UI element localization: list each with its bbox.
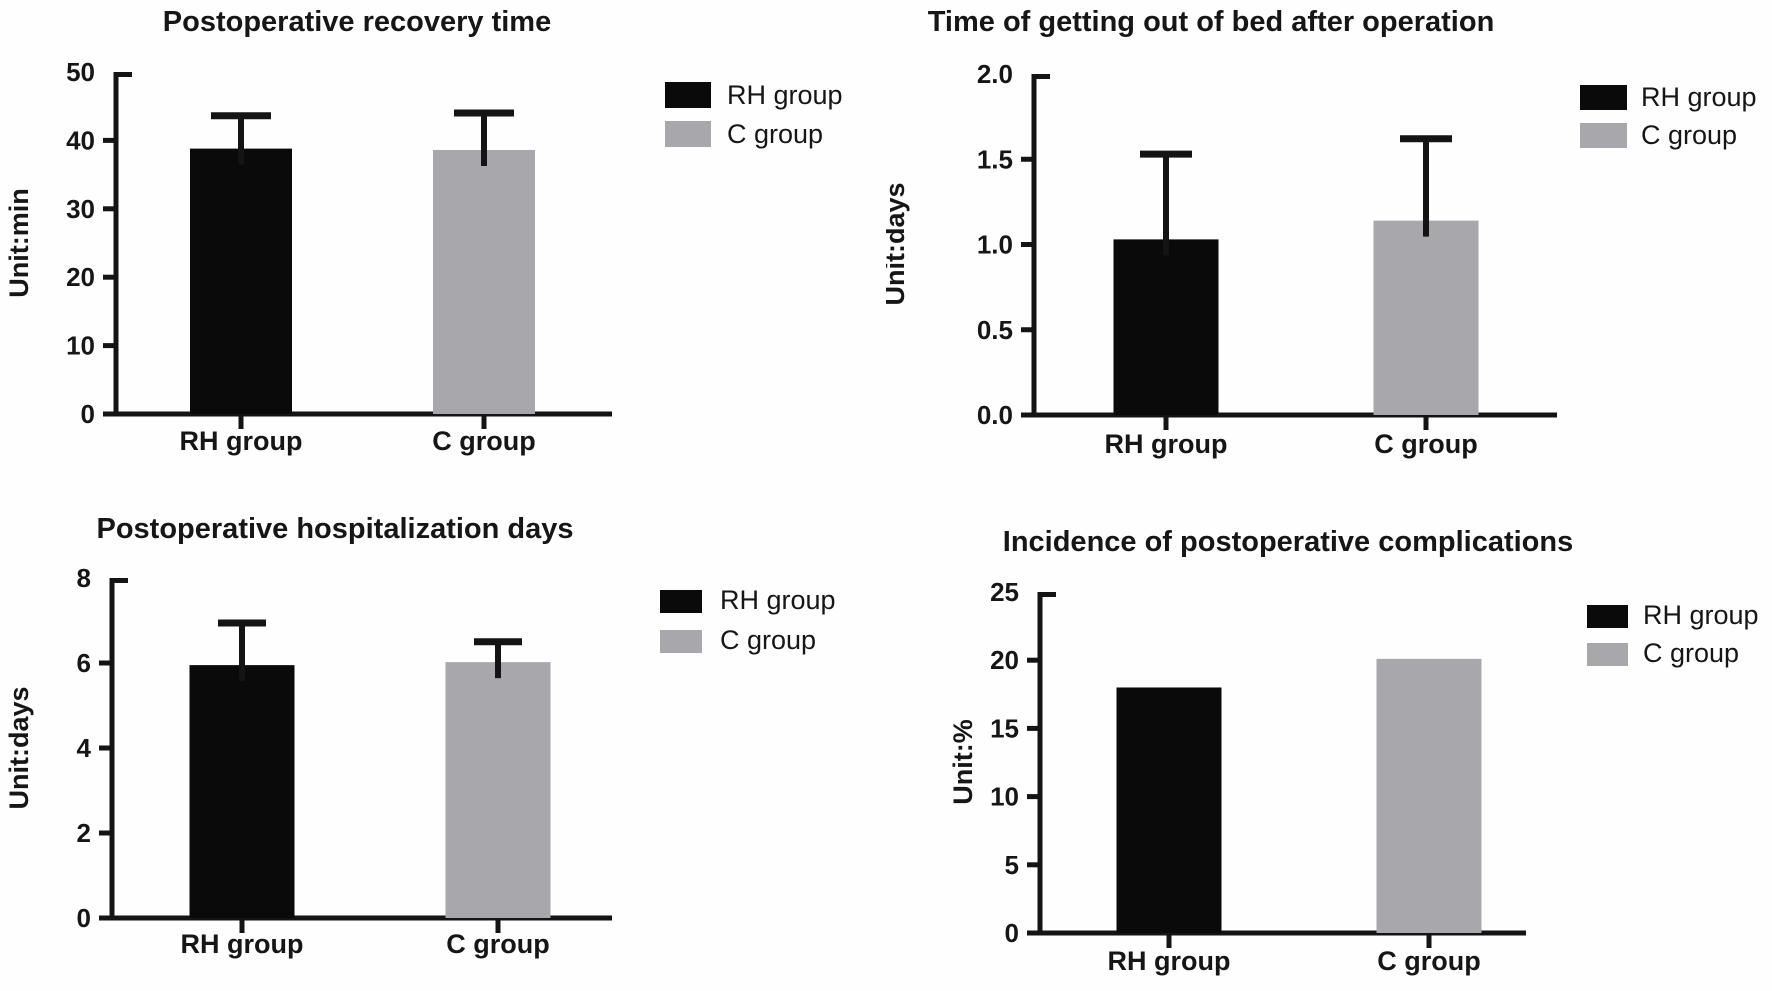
y-tick-label: 2.0 [977, 59, 1013, 89]
legend-swatch-c-group [665, 121, 711, 147]
chart-canvas-incidence-of-postoperative-complications: Incidence of postoperative complications… [948, 526, 1759, 976]
chart-title: Postoperative hospitalization days [97, 513, 574, 545]
y-tick-label: 5 [1005, 850, 1019, 880]
y-tick-label: 15 [990, 713, 1019, 743]
chart-postoperative-hospitalization-days: Postoperative hospitalization days Unit:d… [0, 470, 886, 991]
chart-incidence-of-postoperative-complications: Incidence of postoperative complications… [886, 470, 1772, 991]
legend-label-c-group: C group [1643, 638, 1739, 668]
legend-label-c-group: C group [727, 119, 823, 149]
x-tick-label-c-group: C group [432, 426, 535, 456]
y-tick-label: 0.5 [977, 315, 1013, 345]
bar-c-group [433, 149, 535, 414]
legend-swatch-rh-group [1580, 85, 1627, 110]
legend-label-rh-group: RH group [720, 585, 836, 615]
chart-time-of-getting-out-of-bed-after-operation: Time of getting out of bed after operati… [886, 0, 1772, 470]
y-tick-label: 4 [77, 733, 92, 763]
x-tick-label-c-group: C group [1377, 946, 1480, 976]
legend-label-c-group: C group [1641, 120, 1737, 150]
y-tick-label: 30 [66, 194, 95, 224]
x-tick-label-rh-group: RH group [181, 929, 304, 959]
y-tick-label: 20 [990, 645, 1019, 675]
y-tick-label: 50 [66, 57, 95, 87]
x-tick-label-rh-group: RH group [1105, 429, 1228, 459]
legend-swatch-c-group [660, 630, 702, 653]
y-tick-label: 10 [990, 782, 1019, 812]
chart-title: Time of getting out of bed after operati… [928, 6, 1495, 38]
bar-c-group [445, 662, 551, 918]
legend-swatch-rh-group [665, 82, 711, 108]
y-tick-label: 10 [66, 331, 95, 361]
legend-label-rh-group: RH group [1641, 82, 1757, 112]
y-tick-label: 0 [77, 903, 91, 933]
legend-swatch-rh-group [1587, 605, 1628, 628]
y-tick-label: 20 [66, 262, 95, 292]
y-tick-label: 1.0 [977, 230, 1013, 260]
legend-label-rh-group: RH group [1643, 600, 1759, 630]
y-tick-label: 2 [77, 818, 91, 848]
bar-rh-group [189, 665, 295, 918]
chart-canvas-time-of-getting-out-of-bed-after-operation: Time of getting out of bed after operati… [886, 6, 1757, 459]
y-tick-label: 40 [66, 125, 95, 155]
chart-title: Postoperative recovery time [163, 6, 551, 38]
y-tick-label: 6 [77, 648, 91, 678]
chart-title: Incidence of postoperative complications [1003, 526, 1573, 558]
y-tick-label: 8 [77, 563, 91, 593]
y-axis-label: Unit:% [948, 719, 978, 804]
y-axis-label: Unit:days [886, 182, 910, 305]
legend-swatch-c-group [1587, 643, 1628, 666]
bar-rh-group [1113, 239, 1219, 415]
bar-rh-group [190, 148, 292, 414]
legend-swatch-c-group [1580, 123, 1627, 148]
chart-canvas-postoperative-recovery-time: Postoperative recovery time Unit:min 0 10 20… [4, 6, 843, 456]
y-tick-label: 1.5 [977, 144, 1013, 174]
y-tick-label: 25 [990, 577, 1019, 607]
legend-swatch-rh-group [660, 590, 702, 613]
y-axis-label: Unit:min [4, 188, 34, 297]
x-tick-label-c-group: C group [446, 929, 549, 959]
legend-label-c-group: C group [720, 625, 816, 655]
x-tick-label-rh-group: RH group [180, 426, 303, 456]
y-tick-label: 0 [81, 399, 95, 429]
chart-postoperative-recovery-time: Postoperative recovery time Unit:min 0 10 20… [0, 0, 886, 470]
bar-c-group [1373, 220, 1479, 415]
x-tick-label-rh-group: RH group [1108, 946, 1231, 976]
y-tick-label: 0.0 [977, 400, 1013, 430]
x-tick-label-c-group: C group [1374, 429, 1477, 459]
bar-c-group [1376, 658, 1482, 933]
y-axis-label: Unit:days [4, 686, 34, 809]
legend-label-rh-group: RH group [727, 80, 843, 110]
y-tick-label: 0 [1005, 918, 1019, 948]
bar-rh-group [1116, 687, 1222, 933]
chart-canvas-postoperative-hospitalization-days: Postoperative hospitalization days Unit:d… [4, 513, 836, 959]
